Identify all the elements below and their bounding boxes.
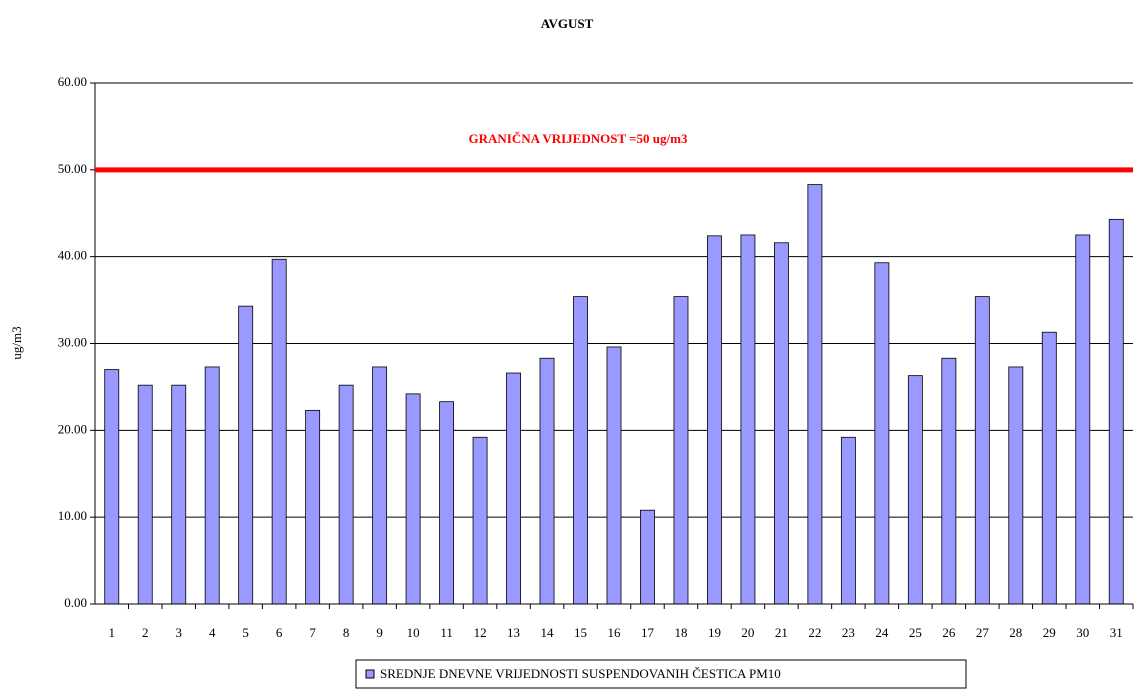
x-tick-label: 17	[641, 625, 655, 640]
bar	[740, 234, 756, 605]
bar	[539, 357, 555, 605]
x-tick-label: 4	[209, 625, 216, 640]
bar	[606, 346, 622, 605]
bar	[338, 384, 354, 605]
y-tick-label: 50.00	[58, 161, 87, 176]
x-tick-label: 20	[741, 625, 754, 640]
bar	[171, 384, 187, 605]
x-tick-label: 29	[1043, 625, 1056, 640]
y-tick-label: 0.00	[64, 595, 87, 610]
legend-box	[355, 659, 967, 689]
bar	[807, 184, 823, 605]
y-tick-label: 10.00	[58, 508, 87, 523]
x-tick-label: 6	[276, 625, 283, 640]
y-axis-label: ug/m3	[9, 326, 24, 359]
bar	[204, 366, 220, 605]
y-tick-label: 40.00	[58, 248, 87, 263]
x-tick-label: 27	[976, 625, 990, 640]
bar	[907, 375, 923, 605]
x-tick-label: 18	[674, 625, 687, 640]
bar	[974, 296, 990, 605]
x-tick-label: 16	[608, 625, 622, 640]
y-tick-label: 20.00	[58, 421, 87, 436]
bar	[104, 369, 120, 605]
x-tick-label: 12	[474, 625, 487, 640]
bar	[840, 436, 856, 605]
bar	[1008, 366, 1024, 605]
x-tick-label: 24	[875, 625, 889, 640]
bar	[673, 296, 689, 605]
x-tick-label: 19	[708, 625, 721, 640]
x-tick-label: 5	[242, 625, 249, 640]
x-tick-label: 15	[574, 625, 587, 640]
bar	[874, 262, 890, 605]
legend-label: SREDNJE DNEVNE VRIJEDNOSTI SUSPENDOVANIH…	[380, 666, 781, 681]
x-tick-label: 22	[808, 625, 821, 640]
x-tick-label: 25	[909, 625, 922, 640]
bar	[405, 393, 421, 605]
bar	[1108, 218, 1124, 605]
x-tick-label: 26	[942, 625, 956, 640]
bar	[506, 372, 521, 605]
bar	[573, 296, 588, 605]
bar	[707, 235, 722, 605]
x-tick-label: 7	[309, 625, 316, 640]
bar	[941, 357, 957, 605]
bar	[238, 305, 254, 605]
x-tick-label: 3	[175, 625, 182, 640]
x-tick-label: 28	[1009, 625, 1022, 640]
bar	[271, 258, 287, 605]
annotation: GRANIČNA VRIJEDNOST =50 ug/m3	[469, 131, 688, 146]
bar	[439, 401, 455, 605]
x-tick-label: 23	[842, 625, 855, 640]
x-tick-label: 30	[1076, 625, 1089, 640]
legend-swatch	[365, 669, 375, 679]
x-tick-label: 31	[1110, 625, 1123, 640]
chart-title: AVGUST	[541, 16, 594, 31]
bar	[137, 384, 153, 605]
x-tick-label: 1	[108, 625, 115, 640]
x-tick-label: 11	[440, 625, 453, 640]
bar	[640, 509, 655, 605]
bar	[773, 242, 789, 605]
x-tick-label: 8	[343, 625, 350, 640]
bar	[372, 366, 388, 605]
x-tick-label: 14	[541, 625, 555, 640]
bar	[1041, 331, 1057, 605]
x-tick-label: 21	[775, 625, 788, 640]
y-tick-label: 60.00	[58, 74, 87, 89]
bar	[305, 409, 321, 605]
x-tick-label: 2	[142, 625, 149, 640]
y-tick-label: 30.00	[58, 334, 87, 349]
bar	[1075, 234, 1091, 605]
x-tick-label: 10	[407, 625, 420, 640]
x-tick-label: 13	[507, 625, 520, 640]
x-tick-label: 9	[376, 625, 383, 640]
bar	[472, 436, 488, 605]
